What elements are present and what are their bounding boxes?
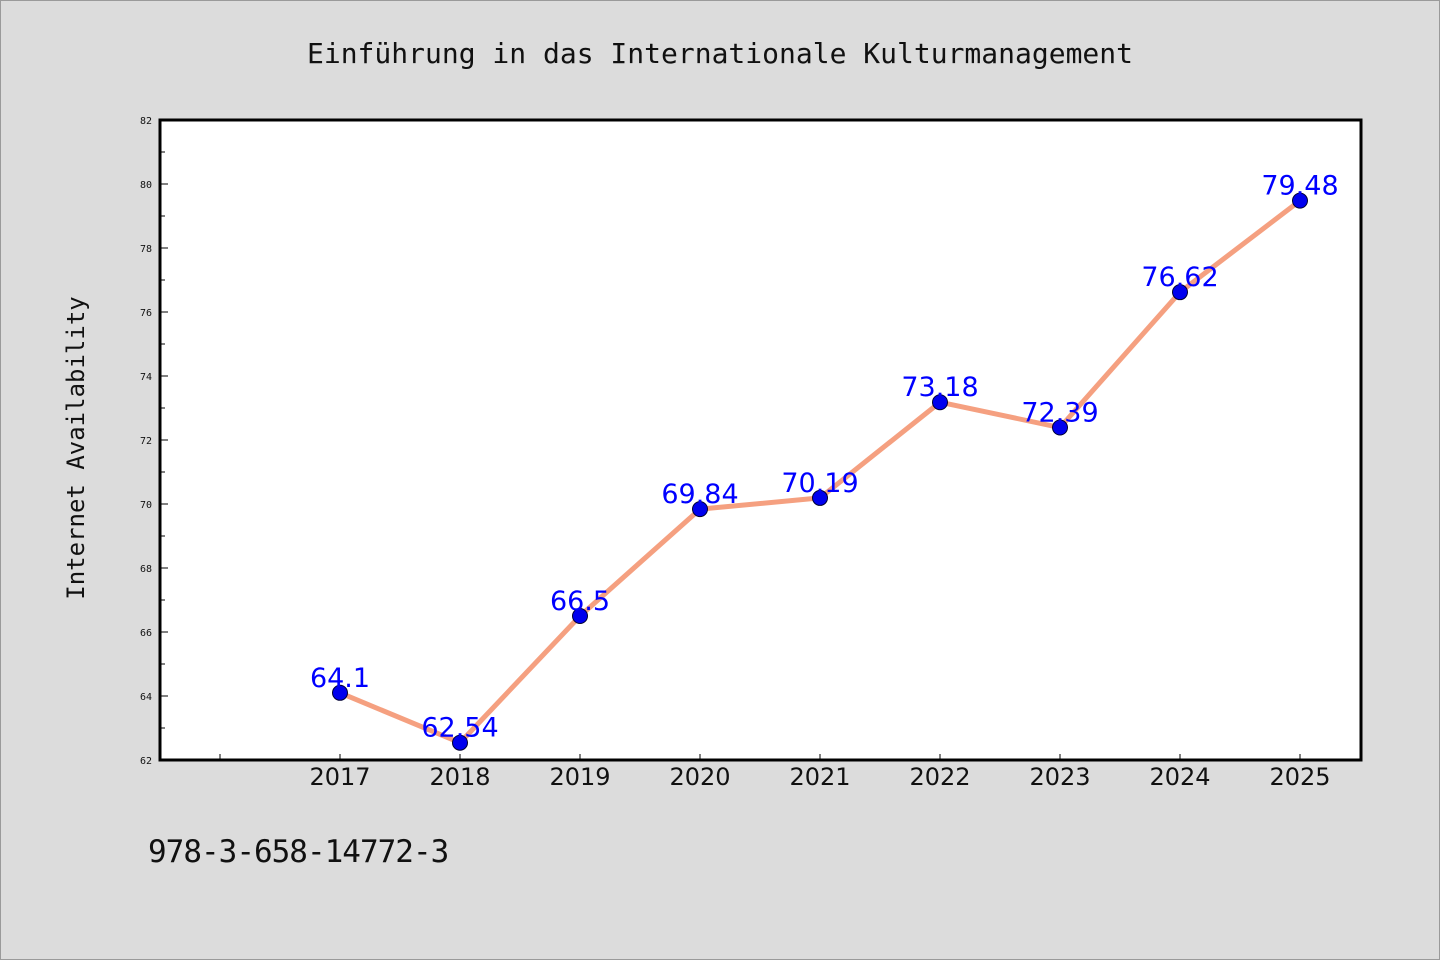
data-point — [932, 394, 948, 411]
x-tick-label: 2022 — [909, 763, 970, 791]
data-label: 66.5 — [550, 586, 610, 617]
data-label: 76.62 — [1141, 262, 1218, 293]
data-label: 62.54 — [421, 713, 498, 744]
data-label: 73.18 — [901, 372, 978, 403]
y-tick-label: 64 — [140, 692, 152, 703]
data-label: 69.84 — [661, 479, 738, 510]
y-tick-label: 78 — [140, 244, 152, 255]
data-point — [332, 684, 348, 701]
chart-title: Einführung in das Internationale Kulturm… — [307, 37, 1133, 70]
y-tick-label: 62 — [140, 756, 152, 767]
data-point — [572, 608, 588, 624]
isbn-label: 978-3-658-14772-3 — [148, 834, 449, 870]
x-tick-label: 2021 — [789, 763, 850, 791]
x-tick-label: 2019 — [549, 763, 610, 791]
y-tick-label: 76 — [140, 308, 152, 319]
data-point — [692, 501, 708, 518]
data-label: 79.48 — [1261, 171, 1338, 202]
data-point — [452, 734, 468, 751]
y-tick-label: 74 — [140, 372, 152, 383]
y-tick-label: 70 — [140, 500, 152, 511]
data-point — [812, 489, 828, 506]
x-axis-ticks: 2017 2018 2019 2020 2021 2022 2023 2024 2025 — [219, 754, 1331, 791]
data-label: 70.19 — [781, 468, 858, 499]
data-label: 64.1 — [310, 663, 370, 694]
x-tick-label: 2025 — [1269, 763, 1330, 791]
y-tick-label: 66 — [140, 628, 152, 639]
x-tick-label: 2017 — [309, 763, 370, 791]
data-point — [1052, 419, 1068, 436]
y-tick-label: 80 — [140, 180, 152, 191]
y-tick-label: 68 — [140, 564, 152, 575]
series-layer: 64.1 62.54 66.5 69.84 70.19 73.18 72.39 76.62 79… — [310, 171, 1339, 751]
y-tick-label: 72 — [140, 436, 152, 447]
x-tick-label: 2023 — [1029, 763, 1090, 791]
x-tick-label: 2018 — [429, 763, 490, 791]
x-tick-label: 2024 — [1149, 763, 1210, 791]
plot-area — [158, 118, 1363, 762]
data-point — [1292, 192, 1308, 209]
y-axis-ticks: 62 64 66 68 70 72 74 76 78 80 82 — [140, 116, 168, 767]
y-tick-label: 82 — [140, 116, 152, 127]
data-label: 72.39 — [1021, 398, 1098, 429]
data-point — [1172, 284, 1188, 301]
y-axis-label: Internet Availability — [62, 296, 90, 599]
x-tick-label: 2020 — [669, 763, 730, 791]
